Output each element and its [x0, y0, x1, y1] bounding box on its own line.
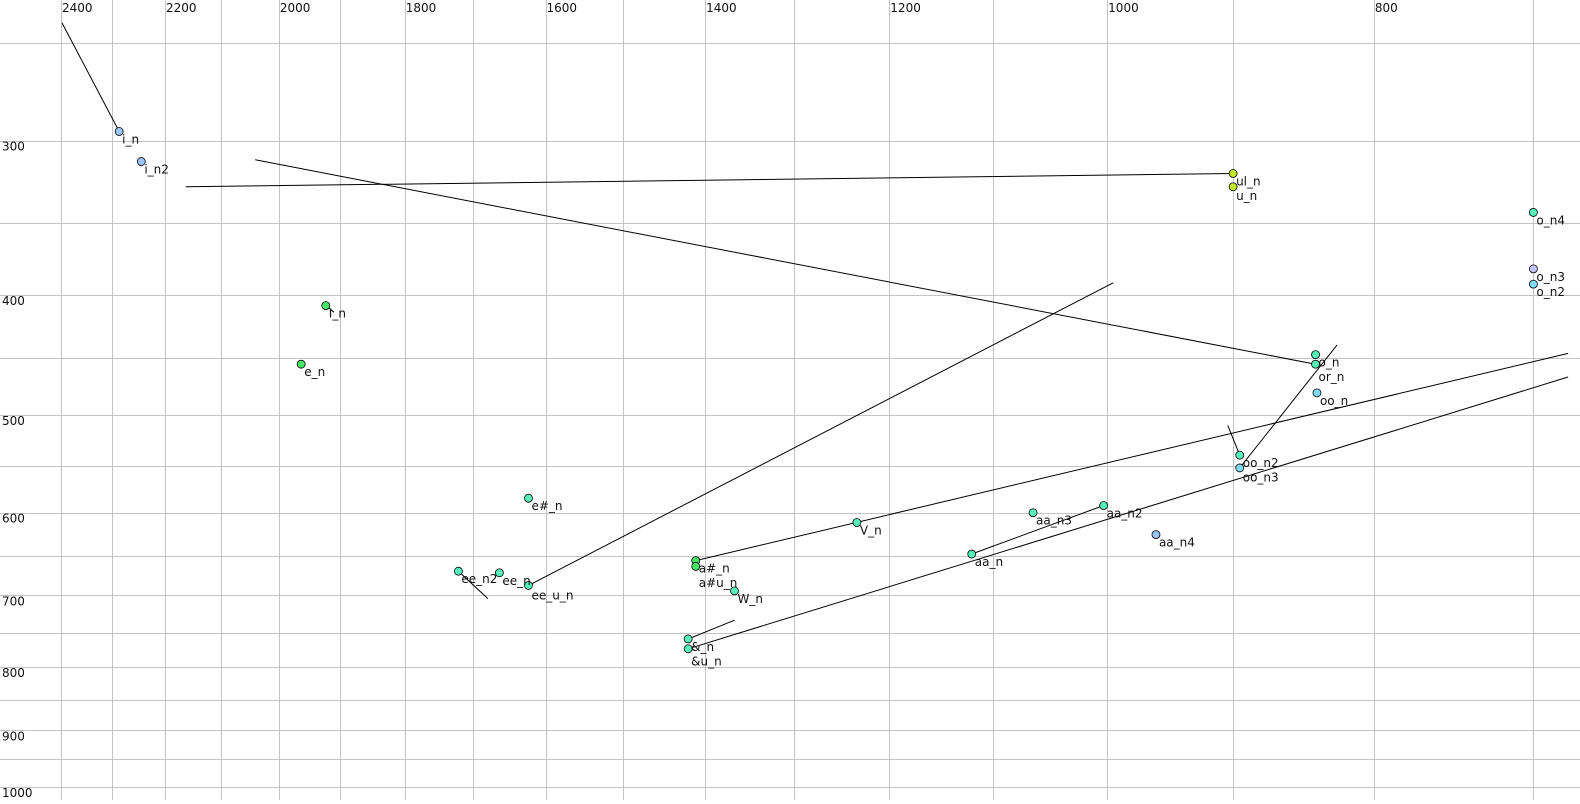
formant-track — [695, 352, 1569, 562]
formant-track — [255, 159, 1316, 365]
data-point-label: o_n3 — [1536, 270, 1565, 284]
data-point-marker — [1151, 530, 1161, 540]
data-point-label: or_n — [1319, 370, 1345, 384]
data-point-label: o_n — [1319, 356, 1340, 370]
x-tick-label: 1200 — [890, 1, 921, 15]
data-point-marker — [1235, 450, 1245, 460]
data-point-marker — [1312, 388, 1322, 398]
data-point-label: V_n — [860, 523, 882, 537]
data-point-label: I_n — [329, 307, 346, 321]
data-point-marker — [1311, 350, 1320, 360]
data-point-label: e_n — [304, 365, 325, 379]
data-point-marker — [114, 127, 124, 136]
formant-track — [528, 282, 1114, 586]
formant-tracks — [61, 22, 1569, 650]
y-tick-label: 500 — [2, 414, 25, 428]
data-point-label: aa_n2 — [1107, 507, 1143, 521]
x-tick-label: 1400 — [706, 1, 737, 15]
y-tick-label: 400 — [2, 294, 25, 308]
y-tick-label: 1000 — [2, 786, 33, 800]
data-point-label: i_n2 — [144, 163, 169, 177]
data-point-marker — [494, 568, 504, 578]
data-point-marker — [683, 634, 693, 644]
y-tick-label: 600 — [2, 512, 25, 526]
formant-track — [1239, 344, 1338, 469]
data-point-marker — [683, 644, 693, 654]
data-point-marker — [1529, 279, 1538, 289]
data-points — [114, 127, 1538, 654]
data-point-label: a#_n — [699, 562, 730, 576]
data-point-label: ee_u_n — [531, 588, 573, 602]
data-point-marker — [136, 157, 146, 166]
data-point-marker — [730, 586, 739, 596]
formant-track — [688, 619, 735, 640]
y-tick-label: 800 — [2, 666, 25, 680]
data-point-marker — [524, 493, 533, 503]
x-tick-label: 2200 — [166, 1, 197, 15]
data-point-marker — [691, 561, 701, 571]
data-point-marker — [321, 301, 331, 311]
y-tick-label: 700 — [2, 594, 25, 608]
formant-track — [688, 376, 1569, 650]
data-point-label: W_n — [737, 592, 762, 606]
data-point-label: o_n4 — [1536, 213, 1565, 227]
data-point-label: i_n — [122, 132, 139, 146]
data-point-marker — [1235, 463, 1245, 473]
x-tick-label: 1800 — [406, 1, 437, 15]
data-point-label: o_n2 — [1536, 285, 1565, 299]
data-point-marker — [967, 549, 977, 559]
data-point-label: a#u_n — [699, 576, 738, 590]
data-point-label: aa_n3 — [1036, 514, 1072, 528]
x-tick-label: 1000 — [1108, 1, 1139, 15]
x-tick-label: 800 — [1375, 1, 1398, 15]
x-tick-label: 1600 — [547, 1, 578, 15]
data-point-label: u_n — [1236, 189, 1257, 203]
formant-track — [185, 173, 1234, 188]
data-point-label: ul_n — [1236, 174, 1261, 188]
data-point-label: &_n — [691, 640, 714, 654]
formant-track — [1227, 425, 1241, 456]
formant-track — [971, 505, 1104, 555]
data-point-label: oo_n3 — [1243, 471, 1279, 485]
data-point-label: oo_n — [1320, 394, 1348, 408]
x-tick-label: 2400 — [62, 1, 93, 15]
data-point-marker — [1228, 182, 1238, 192]
data-point-label: oo_n2 — [1243, 456, 1279, 470]
data-point-label: aa_n — [975, 555, 1003, 569]
data-point-marker — [296, 359, 306, 369]
data-point-marker — [454, 566, 463, 576]
data-point-marker — [1228, 169, 1238, 178]
data-point-marker — [1311, 359, 1320, 369]
data-point-marker — [1028, 508, 1038, 518]
data-point-marker — [524, 581, 533, 590]
data-point-marker — [852, 518, 862, 527]
data-point-marker — [1529, 264, 1538, 274]
data-point-label: e#_n — [531, 499, 562, 513]
formant-track — [61, 22, 120, 132]
data-point-label: ee_n — [502, 574, 530, 588]
data-point-marker — [1099, 501, 1109, 510]
y-tick-label: 300 — [2, 140, 25, 154]
y-tick-label: 900 — [2, 729, 25, 743]
data-point-label: aa_n4 — [1159, 536, 1195, 550]
data-point-labels: i_n i_n2 ul_nu_n o_n4 o_n3o_n2 I_n e_n o_nor_no… — [122, 132, 1565, 668]
data-point-label: ee_n2 — [461, 572, 497, 586]
data-point-marker — [1529, 208, 1538, 217]
formant-track — [458, 570, 489, 599]
tick-labels: 2400 2200 2000 1800 1600 1400 1200 1000 800 300 40… — [2, 1, 1398, 800]
x-tick-label: 2000 — [280, 1, 311, 15]
data-point-label: &u_n — [691, 655, 722, 669]
